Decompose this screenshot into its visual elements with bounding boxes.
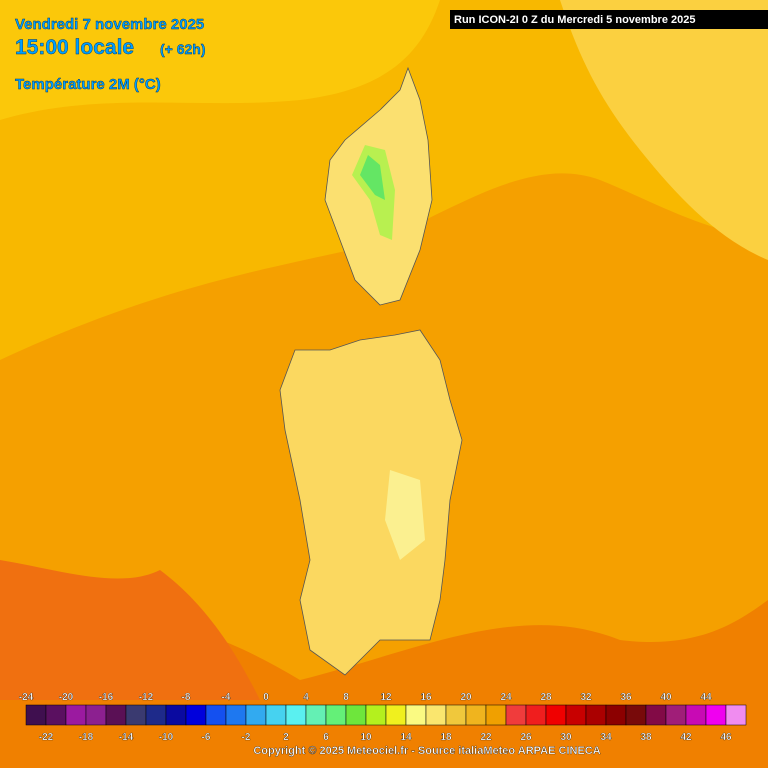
legend-swatch bbox=[705, 704, 727, 726]
legend-swatch bbox=[625, 704, 647, 726]
legend-swatch bbox=[345, 704, 367, 726]
legend-label: 44 bbox=[700, 692, 712, 703]
legend-label: 0 bbox=[263, 692, 269, 703]
forecast-lead: (+ 62h) bbox=[160, 41, 206, 57]
legend-label: 38 bbox=[640, 732, 652, 743]
legend-label: -6 bbox=[202, 732, 211, 743]
legend-label: 10 bbox=[360, 732, 372, 743]
legend-label: -2 bbox=[242, 732, 251, 743]
legend-swatch bbox=[645, 704, 667, 726]
legend-swatch bbox=[465, 704, 487, 726]
corsica-peaks bbox=[360, 155, 385, 200]
legend-swatch bbox=[585, 704, 607, 726]
legend-label: -22 bbox=[39, 732, 54, 743]
legend-label: 26 bbox=[520, 732, 532, 743]
legend-label: 20 bbox=[460, 692, 472, 703]
legend-label: 32 bbox=[580, 692, 592, 703]
legend-swatch bbox=[125, 704, 147, 726]
legend-label: -14 bbox=[119, 732, 134, 743]
legend-label: 18 bbox=[440, 732, 452, 743]
legend-label: 36 bbox=[620, 692, 632, 703]
legend-swatch bbox=[365, 704, 387, 726]
legend-label: -8 bbox=[182, 692, 191, 703]
sardinia bbox=[279, 329, 463, 676]
color-legend: -24-22-20-18-16-14-12-10-8-6-4-202468101… bbox=[19, 692, 747, 743]
legend-swatch bbox=[445, 704, 467, 726]
legend-label: 28 bbox=[540, 692, 552, 703]
forecast-time: 15:00 locale bbox=[15, 36, 134, 59]
legend-label: -18 bbox=[79, 732, 94, 743]
legend-swatch bbox=[165, 704, 187, 726]
legend-swatch bbox=[425, 704, 447, 726]
run-info: Run ICON-2I 0 Z du Mercredi 5 novembre 2… bbox=[454, 14, 695, 26]
legend-label: 42 bbox=[680, 732, 692, 743]
legend-swatch bbox=[45, 704, 67, 726]
legend-swatch bbox=[265, 704, 287, 726]
copyright: Copyright © 2025 Meteociel.fr - Source i… bbox=[253, 745, 600, 757]
legend-swatch bbox=[85, 704, 107, 726]
legend-swatch bbox=[305, 704, 327, 726]
legend-label: 12 bbox=[380, 692, 392, 703]
legend-swatch bbox=[605, 704, 627, 726]
land-italy bbox=[560, 0, 768, 260]
legend-swatch bbox=[545, 704, 567, 726]
legend-swatch bbox=[725, 704, 747, 726]
legend-label: 2 bbox=[283, 732, 289, 743]
legend-swatch bbox=[385, 704, 407, 726]
legend-label: 46 bbox=[720, 732, 732, 743]
legend-swatch bbox=[405, 704, 427, 726]
legend-label: -24 bbox=[19, 692, 34, 703]
legend-swatch bbox=[225, 704, 247, 726]
legend-swatch bbox=[105, 704, 127, 726]
legend-swatch bbox=[205, 704, 227, 726]
warm-zone bbox=[0, 0, 440, 120]
legend-label: 24 bbox=[500, 692, 512, 703]
legend-swatch bbox=[525, 704, 547, 726]
legend-label: 6 bbox=[323, 732, 329, 743]
legend-label: 14 bbox=[400, 732, 412, 743]
legend-swatch bbox=[185, 704, 207, 726]
legend-swatch bbox=[485, 704, 507, 726]
legend-label: 40 bbox=[660, 692, 672, 703]
legend-swatch bbox=[65, 704, 87, 726]
sardinia-mountains bbox=[385, 470, 425, 560]
legend-swatch bbox=[25, 704, 47, 726]
legend-label: -12 bbox=[139, 692, 154, 703]
legend-label: 4 bbox=[303, 692, 309, 703]
legend-swatch bbox=[145, 704, 167, 726]
legend-label: -20 bbox=[59, 692, 74, 703]
legend-label: 16 bbox=[420, 692, 432, 703]
legend-label: 8 bbox=[343, 692, 349, 703]
variable-name: Température 2M (°C) bbox=[15, 76, 161, 93]
run-banner bbox=[450, 10, 768, 29]
warm-zone bbox=[0, 560, 260, 700]
legend-swatch bbox=[565, 704, 587, 726]
legend-swatch bbox=[665, 704, 687, 726]
forecast-date: Vendredi 7 novembre 2025 bbox=[15, 16, 204, 33]
legend-label: -16 bbox=[99, 692, 114, 703]
legend-swatch bbox=[245, 704, 267, 726]
legend-label: 34 bbox=[600, 732, 612, 743]
legend-label: 30 bbox=[560, 732, 572, 743]
legend-label: -10 bbox=[159, 732, 174, 743]
legend-swatch bbox=[685, 704, 707, 726]
legend-label: 22 bbox=[480, 732, 492, 743]
legend-swatch bbox=[285, 704, 307, 726]
legend-label: -4 bbox=[222, 692, 231, 703]
legend-swatch bbox=[325, 704, 347, 726]
legend-swatch bbox=[505, 704, 527, 726]
